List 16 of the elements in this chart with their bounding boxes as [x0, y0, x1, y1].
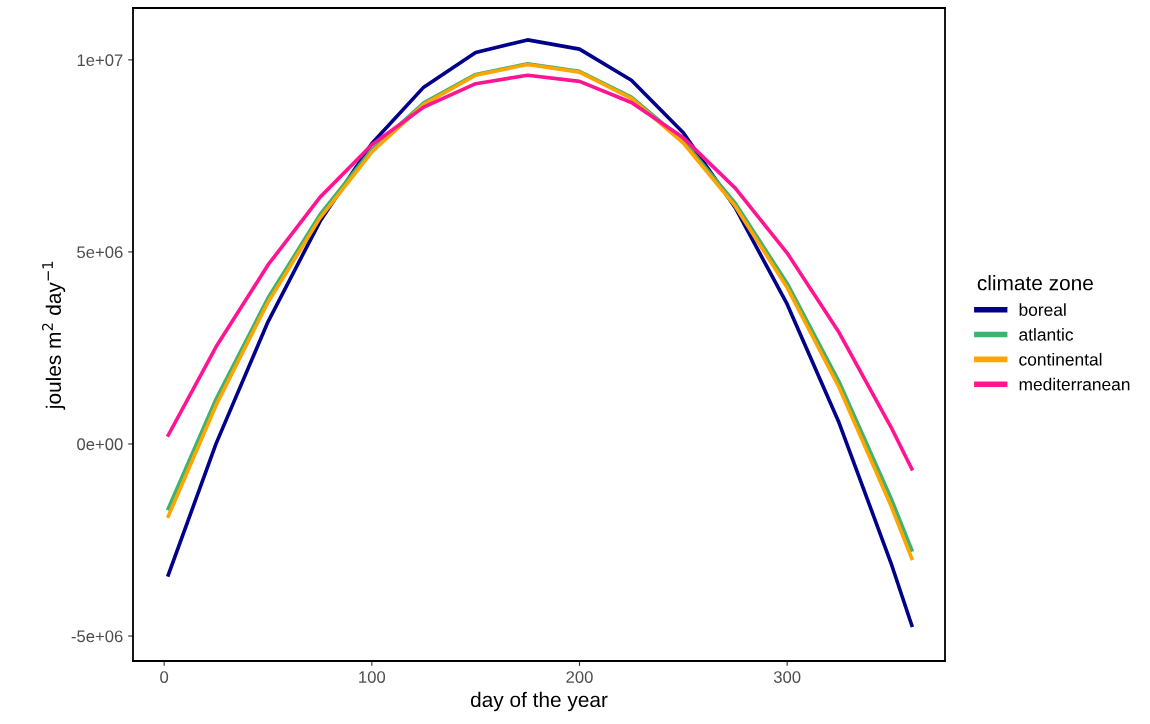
x-tick-label: 0	[160, 671, 169, 683]
x-tick-label: 100	[359, 671, 386, 683]
line-series	[166, 73, 914, 471]
legend-label: atlantic	[1019, 328, 1074, 341]
y-tick-label: 5e+06	[77, 246, 123, 259]
y-tick-label: 1e+07	[77, 54, 123, 67]
y-tick-label: -5e+06	[71, 630, 123, 643]
legend-label: boreal	[1019, 303, 1066, 316]
x-axis-title: day of the year	[470, 691, 608, 712]
x-tick-label: 200	[566, 671, 593, 683]
x-tick-label: 300	[773, 671, 801, 683]
y-axis-title: joules m$^{2}$ day$^{−1}$	[42, 261, 66, 410]
y-tick-label: 0e+00	[77, 438, 123, 451]
legend-label: continental	[1019, 352, 1102, 366]
legend-label: mediterranean	[1019, 377, 1130, 391]
legend-title: climate zone	[977, 275, 1093, 291]
